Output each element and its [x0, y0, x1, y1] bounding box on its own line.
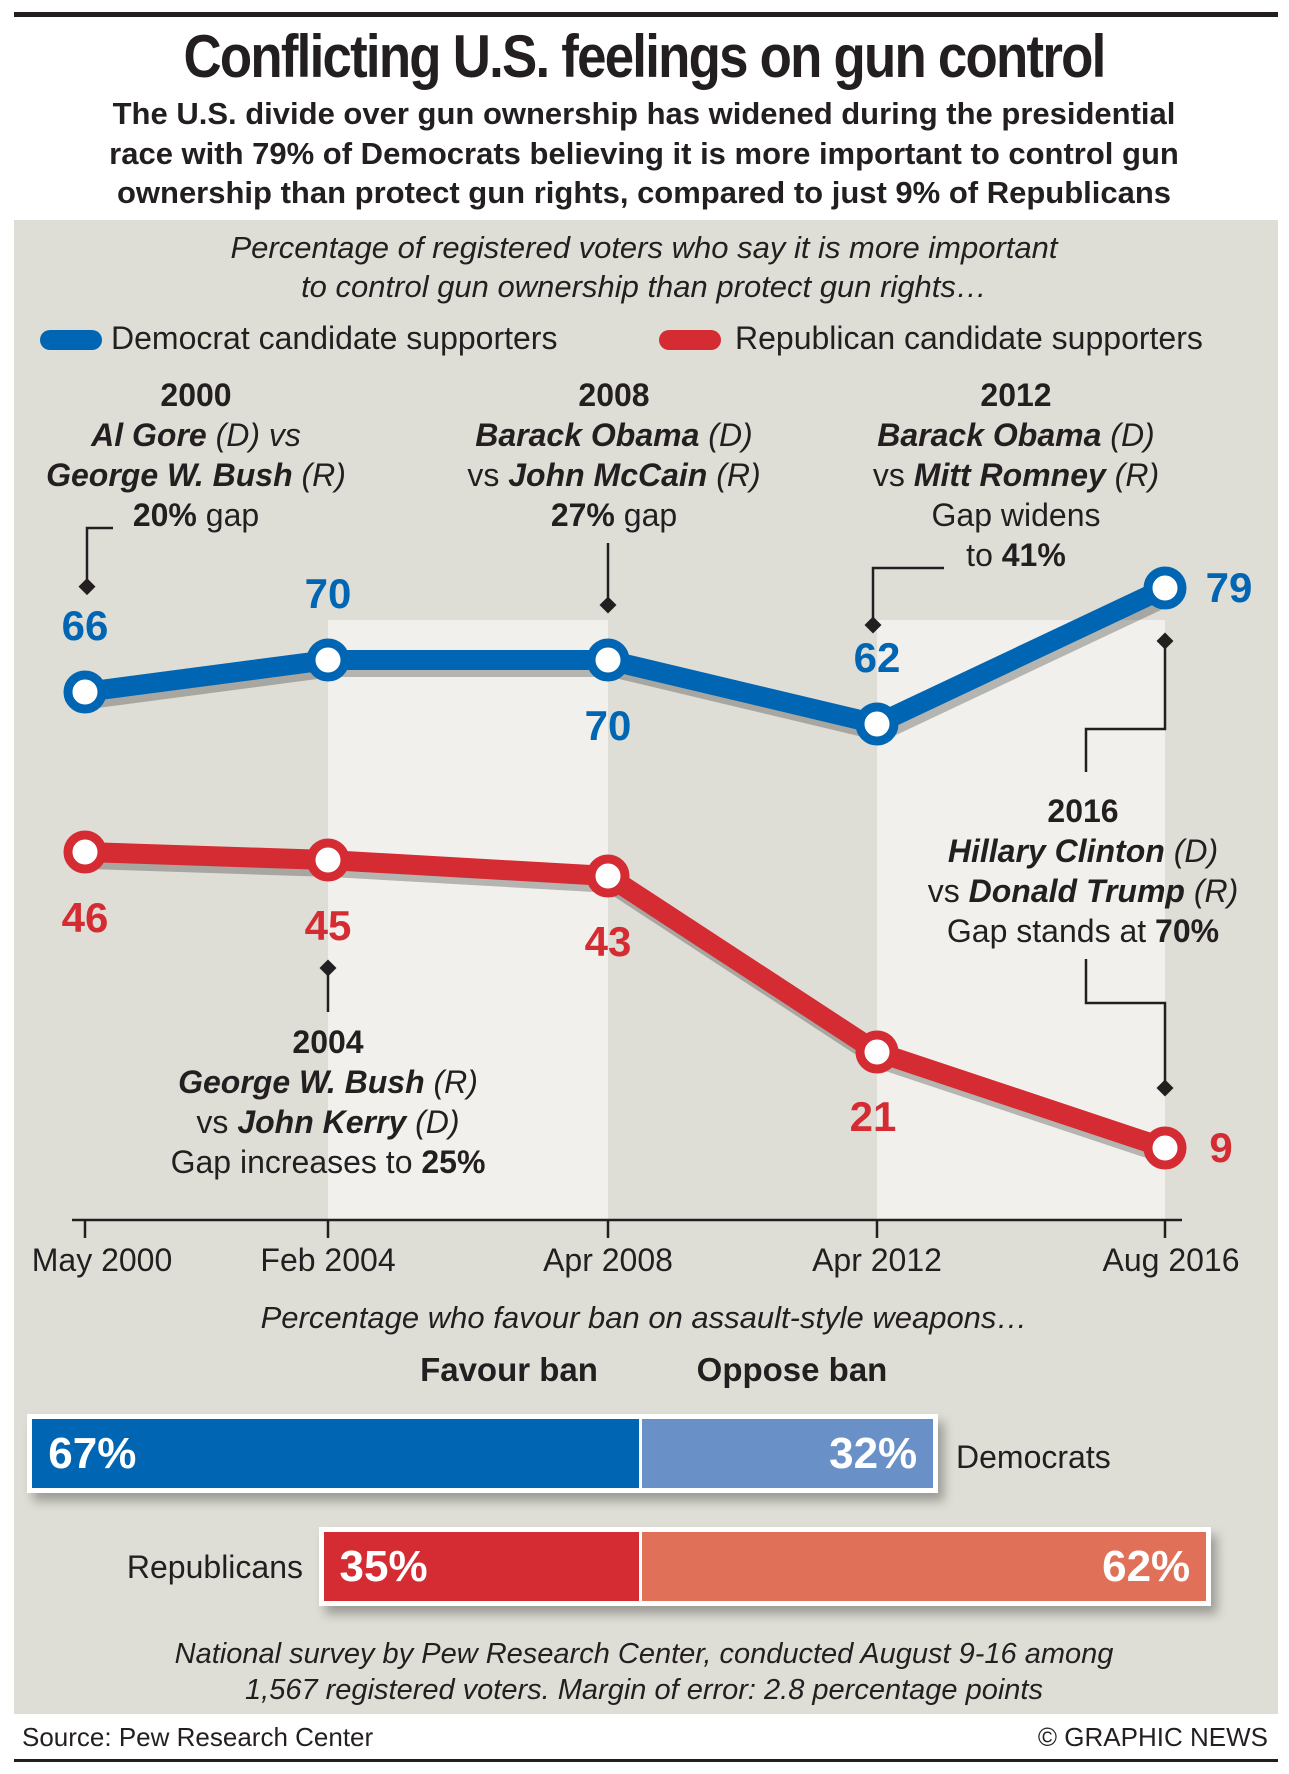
row-label-republicans: Republicans [126, 1549, 303, 1585]
leader-line [1084, 959, 1167, 1088]
leader-line [85, 526, 113, 588]
x-tick-label: Apr 2012 [812, 1242, 942, 1278]
data-label: 43 [584, 918, 632, 965]
page-title: Conflicting U.S. feelings on gun control [183, 23, 1106, 90]
row-label-democrats: Democrats [956, 1439, 1111, 1475]
diamond-marker [864, 616, 882, 634]
data-point [1143, 566, 1187, 610]
annotation-2012: 2012 Barack Obama (D) vs Mitt Romney (R)… [872, 377, 1160, 573]
bar-segment-favour: 35% [323, 1532, 642, 1601]
legend-swatch-republican [659, 330, 721, 350]
diamond-marker [319, 959, 337, 977]
x-tick-label: Feb 2004 [260, 1242, 396, 1278]
data-point [63, 830, 107, 874]
chart-subtitle: Percentage of registered voters who say … [230, 230, 1058, 265]
data-label: 21 [849, 1093, 897, 1140]
data-point [855, 702, 899, 746]
top-rule [14, 12, 1278, 17]
diamond-marker [1156, 632, 1174, 650]
legend-label-democrat: Democrat candidate supporters [111, 320, 558, 356]
x-tick-label: May 2000 [31, 1242, 173, 1278]
x-tick-label: Apr 2008 [543, 1242, 673, 1278]
diamond-marker [78, 578, 96, 596]
annotation-2004: 2004 George W. Bush (R) vs John Kerry (D… [170, 1024, 486, 1180]
source-text: Source: Pew Research Center [22, 1722, 374, 1752]
data-point [306, 838, 350, 882]
data-point [586, 854, 630, 898]
annotation-2008: 2008 Barack Obama (D) vs John McCain (R)… [467, 377, 761, 533]
footnote: National survey by Pew Research Center, … [174, 1638, 1114, 1670]
data-point [586, 638, 630, 682]
chart-subtitle: to control gun ownership than protect gu… [301, 269, 987, 304]
legend-label-republican: Republican candidate supporters [735, 320, 1203, 356]
data-point [1143, 1126, 1187, 1170]
bar-republicans: 35% 62% [318, 1527, 1212, 1606]
leader-line [871, 566, 944, 625]
data-point [306, 638, 350, 682]
data-label: 70 [304, 570, 352, 617]
subtitle-line: The U.S. divide over gun ownership has w… [112, 96, 1176, 131]
x-tick-label: Aug 2016 [1102, 1242, 1240, 1278]
bottom-rule [14, 1759, 1278, 1762]
annotation-2016: 2016 Hillary Clinton (D) vs Donald Trump… [927, 793, 1239, 949]
header-favour-ban: Favour ban [420, 1351, 598, 1388]
data-point [63, 670, 107, 714]
header-oppose-ban: Oppose ban [696, 1351, 888, 1388]
bar-chart-title: Percentage who favour ban on assault-sty… [260, 1300, 1028, 1335]
leader-line [1084, 641, 1167, 772]
band [877, 620, 1165, 1220]
data-label: 9 [1209, 1124, 1233, 1171]
data-point [855, 1030, 899, 1074]
subtitle-line: race with 79% of Democrats believing it … [109, 136, 1179, 171]
data-label: 70 [584, 702, 632, 749]
data-label: 62 [853, 634, 901, 681]
data-label: 45 [304, 902, 352, 949]
diamond-marker [599, 596, 617, 614]
band [328, 620, 608, 1220]
legend-swatch-democrat [40, 330, 102, 350]
bar-democrats: 67% 32% [27, 1414, 939, 1493]
bar-segment-oppose: 32% [641, 1419, 934, 1488]
bar-segment-oppose: 62% [642, 1532, 1207, 1601]
data-label: 79 [1205, 564, 1253, 611]
footnote: 1,567 registered voters. Margin of error… [245, 1674, 1043, 1706]
diamond-marker [1156, 1079, 1174, 1097]
bar-segment-favour: 67% [32, 1419, 642, 1488]
data-label: 46 [61, 894, 109, 941]
data-label: 66 [61, 602, 109, 649]
subtitle-line: ownership than protect gun rights, compa… [116, 175, 1172, 210]
annotation-2000: 2000 Al Gore (D) vs George W. Bush (R) 2… [46, 377, 346, 533]
credit-text: © GRAPHIC NEWS [1037, 1722, 1268, 1752]
